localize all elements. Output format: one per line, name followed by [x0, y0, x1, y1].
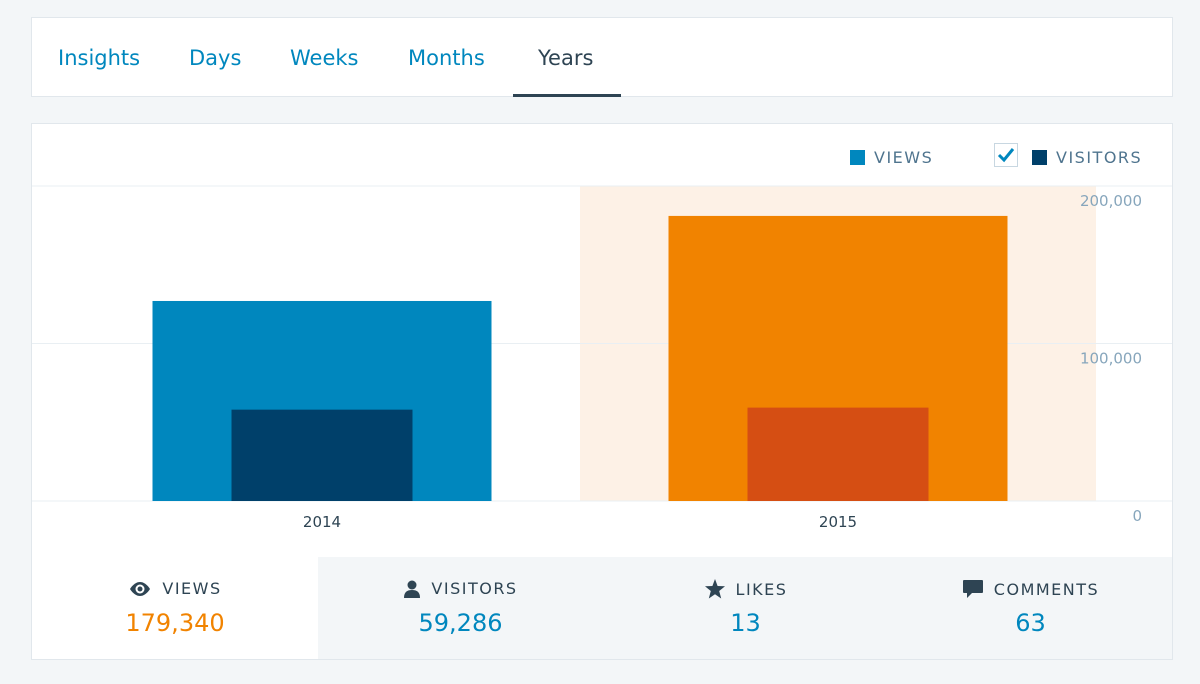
views-swatch — [850, 149, 865, 165]
tab-years[interactable]: Years — [538, 46, 594, 70]
stats-background — [318, 557, 1172, 659]
stat-value: 179,340 — [125, 609, 225, 637]
stat-visitors[interactable]: VISITORS 59,286 — [318, 557, 603, 659]
checkmark-icon — [997, 148, 1015, 163]
stat-views-label-row: VIEWS — [32, 579, 318, 598]
y-tick-label: 0 — [1132, 507, 1142, 525]
stat-label: VISITORS — [431, 579, 518, 598]
period-tabs: Insights Days Weeks Months Years — [31, 17, 1173, 97]
stat-label: LIKES — [735, 579, 788, 599]
stat-visitors-label-row: VISITORS — [318, 579, 603, 598]
comment-icon — [962, 580, 983, 598]
active-tab-indicator — [513, 94, 621, 97]
visitors-bar-2014 — [231, 409, 413, 501]
tab-insights[interactable]: Insights — [58, 46, 141, 70]
visitors-swatch — [1032, 149, 1047, 165]
stat-label: VIEWS — [162, 579, 222, 598]
tab-months[interactable]: Months — [408, 46, 485, 70]
stat-label: COMMENTS — [993, 579, 1100, 599]
person-icon — [404, 580, 421, 598]
stat-value: 13 — [730, 609, 761, 637]
stat-views[interactable]: VIEWS 179,340 — [32, 557, 318, 659]
bar-chart: 2014 2015 200,000 100,000 0 — [32, 185, 1172, 531]
stat-value: 59,286 — [418, 609, 503, 637]
y-tick-label: 200,000 — [1080, 192, 1142, 210]
visitors-toggle-checkbox[interactable] — [994, 143, 1018, 167]
visitors-bar-2015 — [747, 407, 929, 501]
stat-likes-label-row: LIKES — [603, 579, 888, 599]
stat-comments-label-row: COMMENTS — [888, 579, 1172, 599]
star-icon — [704, 579, 725, 599]
stat-likes[interactable]: LIKES 13 — [603, 557, 888, 659]
legend-views-label: VIEWS — [874, 147, 934, 167]
x-tick-label: 2014 — [303, 513, 341, 531]
tab-days[interactable]: Days — [189, 46, 242, 70]
stat-comments[interactable]: COMMENTS 63 — [888, 557, 1172, 659]
stats-chart-card: 2014 2015 200,000 100,000 0 VIEWS VISITORS V… — [31, 123, 1173, 660]
y-tick-label: 100,000 — [1080, 350, 1142, 368]
x-tick-label: 2015 — [819, 513, 857, 531]
legend-visitors: VISITORS — [1032, 147, 1143, 167]
legend-views: VIEWS — [850, 147, 934, 167]
stat-value: 63 — [1015, 609, 1046, 637]
eye-icon — [130, 581, 151, 596]
legend-visitors-label: VISITORS — [1056, 147, 1143, 167]
tab-weeks[interactable]: Weeks — [290, 46, 359, 70]
